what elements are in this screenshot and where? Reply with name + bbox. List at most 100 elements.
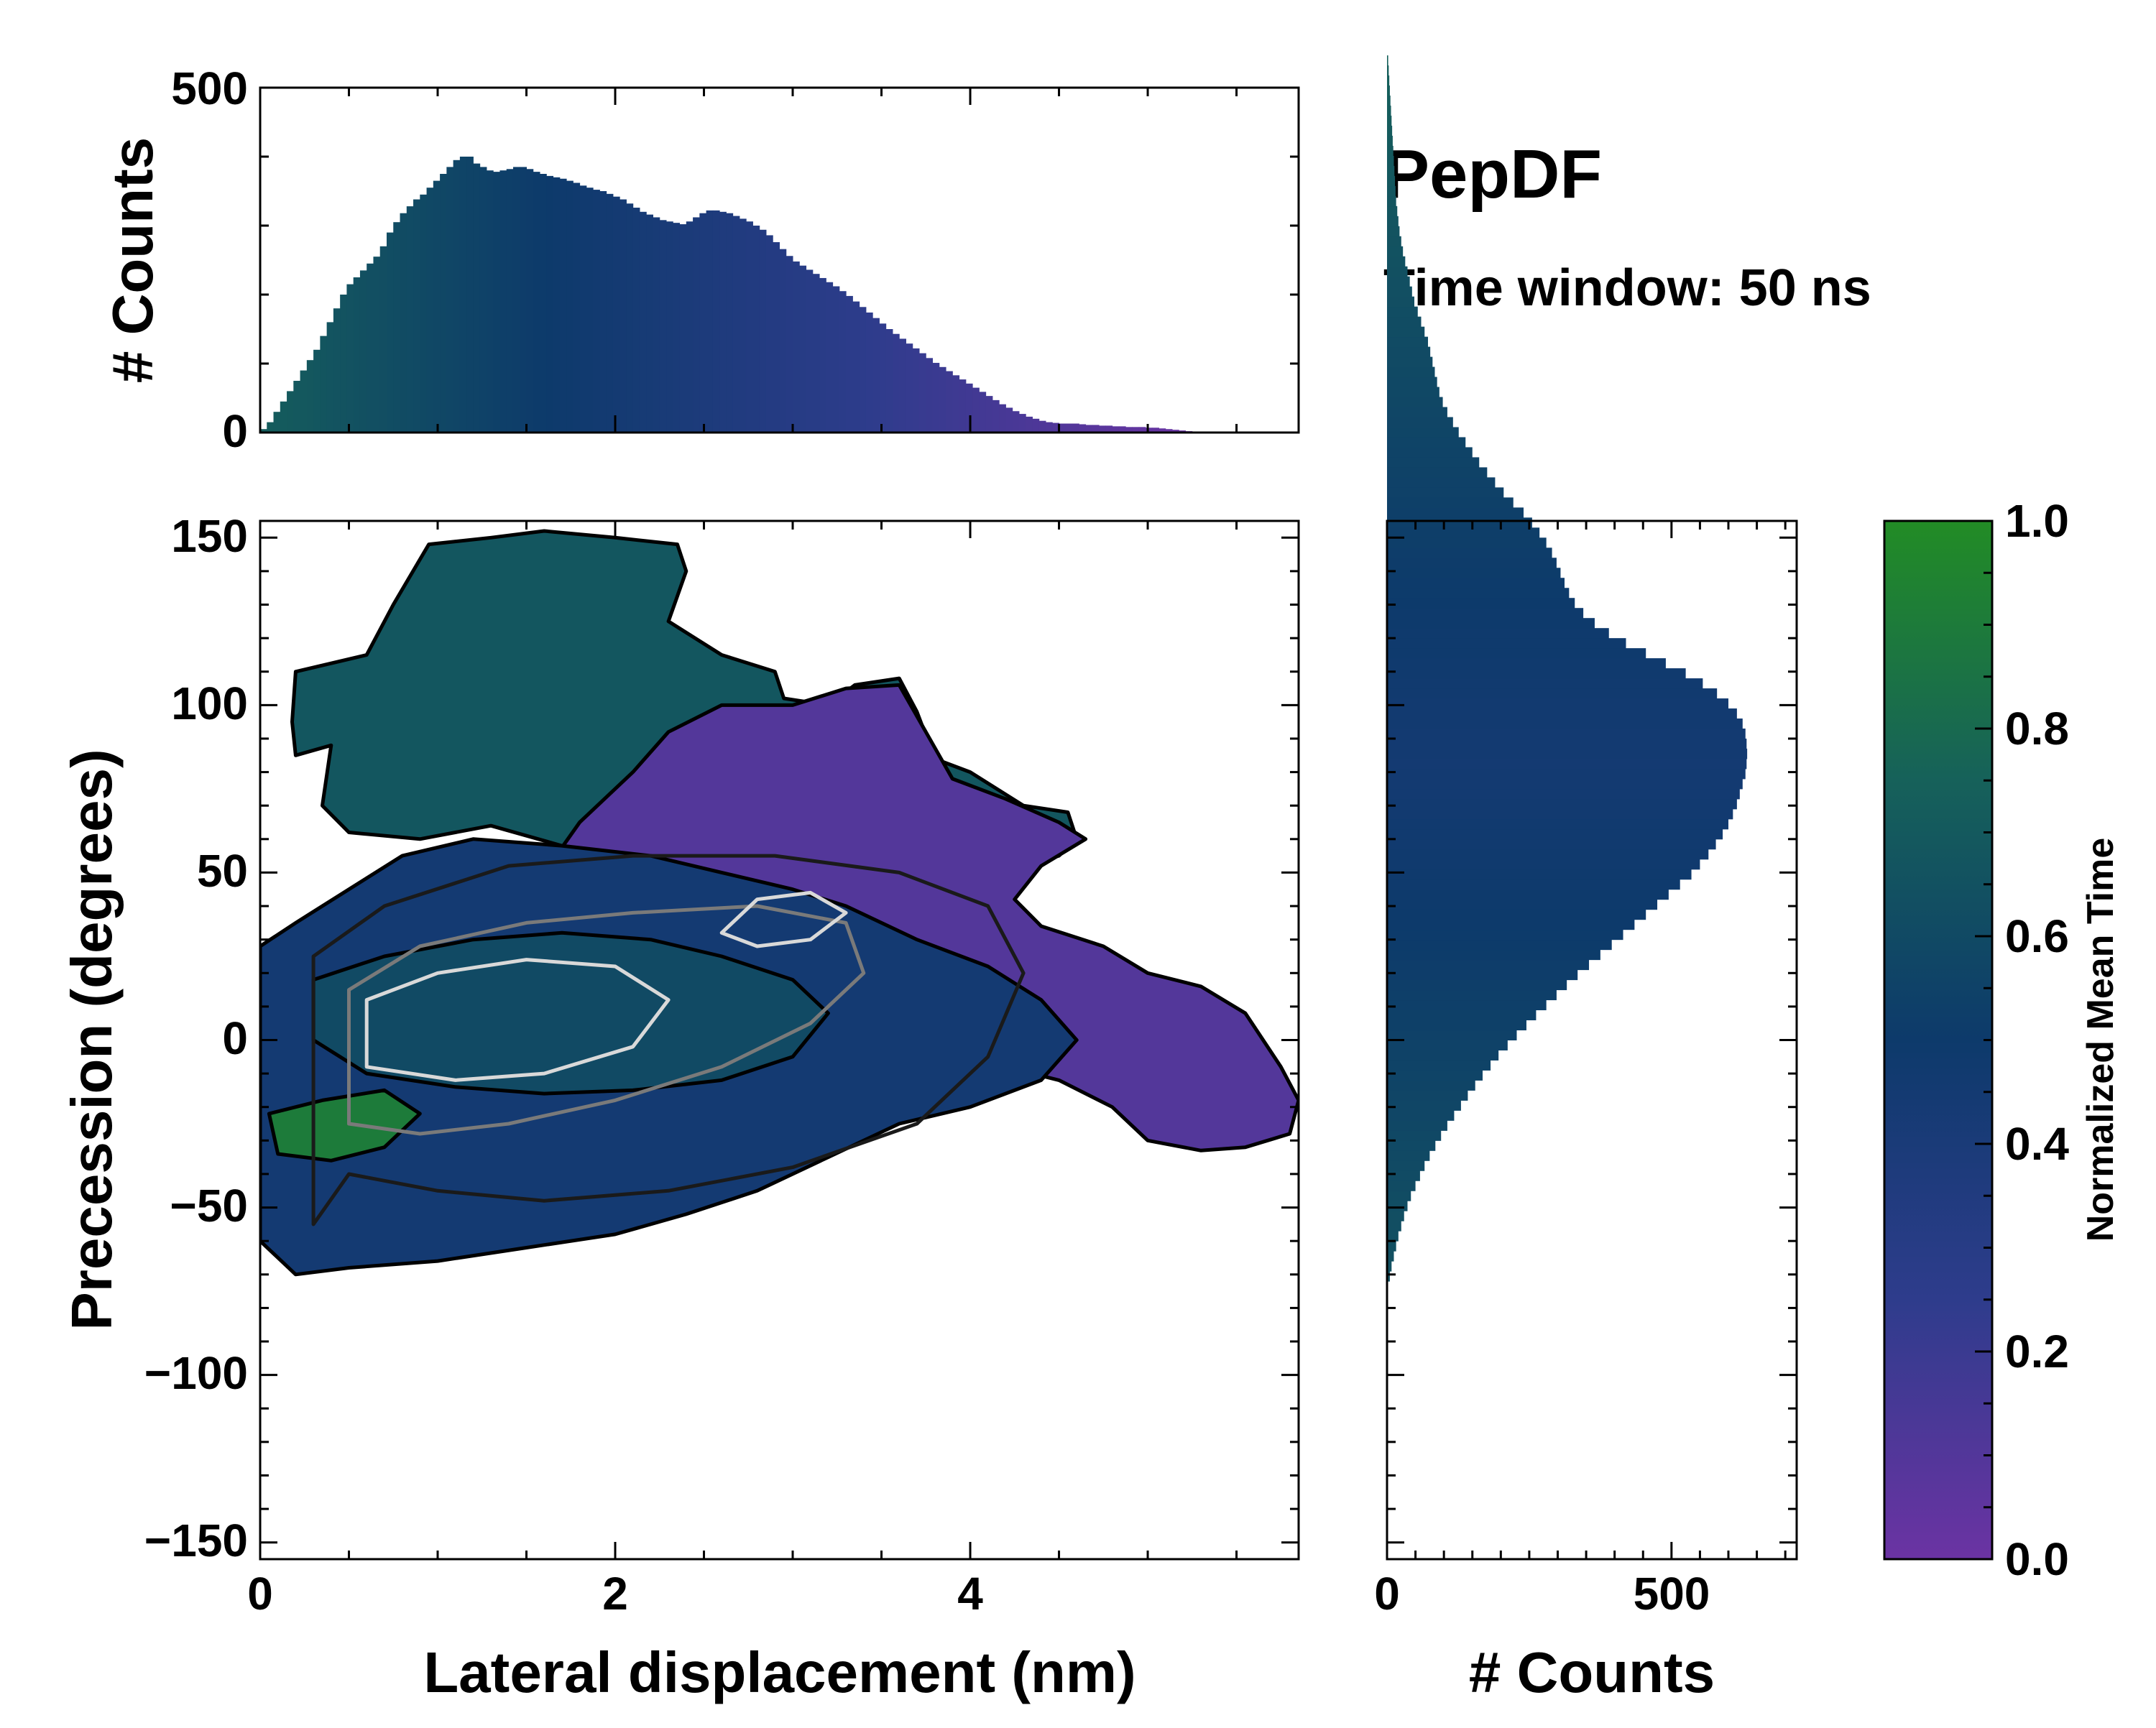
top-hist-bar [486,170,494,433]
top-hist-bar [1032,418,1040,433]
colorbar-tick-0.2: 0.2 [2005,1326,2069,1377]
right-hist-bar [1387,1040,1508,1050]
top-ytick-500: 500 [171,63,248,114]
top-ytick-0: 0 [222,405,248,457]
right-hist-bar [1387,1201,1408,1211]
right-hist-bar [1387,106,1391,116]
top-hist-bar [759,229,767,433]
top-hist-bar [586,188,594,433]
right-hist-bar [1387,608,1584,619]
right-hist-bar [1387,296,1414,308]
colorbar-tick-1.0: 1.0 [2005,495,2069,547]
top-hist-bar [1105,425,1113,433]
top-hist-bar [732,216,740,433]
top-hist-bar [832,286,840,433]
right-hist-bar [1387,517,1532,528]
right-hist-bar [1387,808,1733,820]
right-hist-bar [1387,256,1406,267]
top-hist-bar [559,178,567,433]
right-hist-bar [1387,236,1401,247]
right-hist-bar [1387,75,1390,86]
top-hist-bar [872,318,880,433]
top-hist-bar [952,375,960,433]
right-hist-bar [1387,185,1396,197]
right-hist-bar [1387,879,1680,890]
top-hist-bar [892,333,900,433]
top-hist-bar [699,213,707,433]
top-hist-bar [273,412,281,433]
right-hist-bar [1387,788,1740,800]
right-hist-bar [1387,477,1496,488]
right-hist-bar [1387,798,1737,810]
top-hist-bar [646,214,654,433]
top-hist-bar [512,167,520,433]
right-hist-bar [1387,588,1570,599]
top-hist-bar [1012,411,1020,433]
top-hist-bar [1112,426,1120,433]
main-xtick-0: 0 [247,1568,273,1620]
main-frame [259,519,1300,1561]
top-hist-bar [865,312,873,433]
top-hist-bar [1125,427,1133,433]
right-hist-bar [1387,467,1488,478]
top-hist-bar [712,210,720,433]
top-hist-bar [1005,407,1013,433]
main-xtick-4: 4 [957,1568,983,1620]
top-hist-bar [812,274,820,433]
main-xtick-2: 2 [602,1568,628,1620]
top-hist-bar [1085,425,1093,433]
contour-line [347,904,866,1136]
right-hist-bar [1387,638,1626,649]
right-hist-bar [1387,115,1392,126]
top-hist-bar [673,223,681,433]
right-hist-bar [1387,397,1443,408]
right-hist-bar [1387,758,1747,770]
top-hist-bar [346,284,354,433]
right-hist-bar [1387,949,1600,961]
top-hist-bar [1046,422,1053,433]
top-hist-bar [353,277,361,433]
right-hist-bar [1387,1221,1401,1232]
top-hist-bar [453,160,461,433]
right-hist-bar [1387,155,1394,167]
top-hist-bar [879,323,887,433]
top-hist-bar [859,307,867,433]
right-hist-bar [1387,688,1718,699]
right-hist-bar [1387,497,1514,508]
right-hist-bar [1387,145,1393,157]
right-histogram-frame [1386,519,1798,1561]
top-hist-bar [420,194,428,433]
right-hist-bar [1387,628,1609,639]
contour-line [364,958,671,1082]
top-hist-bar [400,213,407,433]
top-hist-bar [985,396,993,433]
right-xtick-500: 500 [1634,1568,1710,1620]
right-hist-bar [1387,125,1393,137]
top-hist-bar [533,172,540,433]
top-hist-bar [765,235,773,433]
top-hist-bar [1165,429,1173,433]
top-hist-bar [746,221,753,433]
colorbar-gradient [1883,519,1994,1561]
right-hist-bar [1387,738,1747,749]
main-heatmap: 0 2 4 −150 −100 −50 0 50 100 150 Lateral… [60,510,1300,1704]
top-hist-bar [1132,427,1140,433]
top-ylabel: # Counts [101,137,165,383]
top-histogram-frame [259,86,1300,434]
top-hist-bar [932,363,940,433]
top-hist-bar [979,392,987,433]
top-hist-bar [1072,423,1079,433]
right-hist-bar [1387,1181,1416,1191]
top-hist-bar [1018,414,1026,433]
top-hist-bar [706,210,714,433]
right-hist-bar [1387,1140,1436,1151]
top-hist-bar [359,270,367,433]
right-hist-bar [1387,1090,1468,1101]
right-hist-bar [1387,417,1453,428]
top-hist-bar [406,206,414,433]
right-histogram-bars [1387,55,1748,1282]
right-hist-bar [1387,326,1425,338]
main-xlabel: Lateral displacement (nm) [423,1640,1135,1704]
figure-subtitle: Time window: 50 ns [1383,259,1871,317]
top-hist-bar [466,157,474,433]
